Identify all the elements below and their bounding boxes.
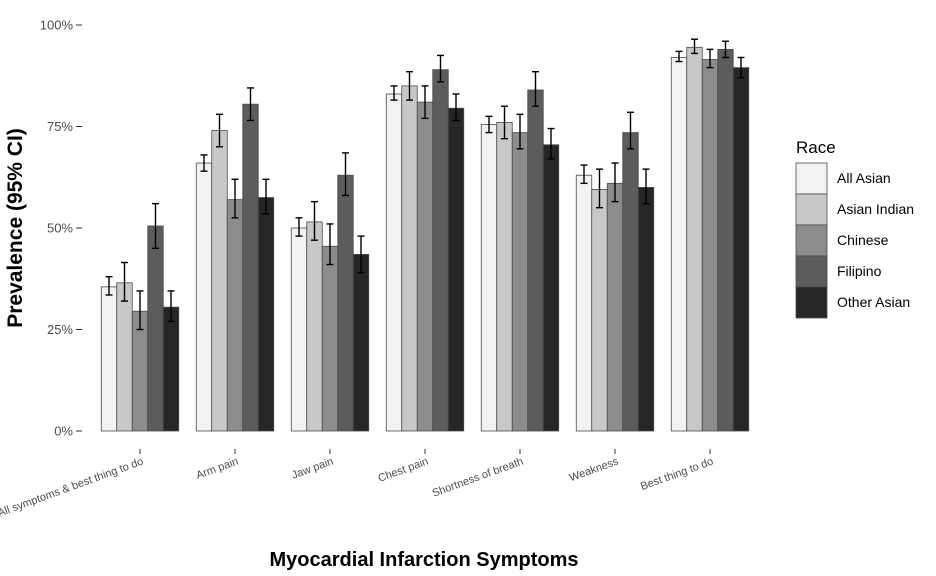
bar	[321, 245, 339, 432]
bar	[162, 306, 180, 432]
x-tick-label: All symptoms & best thing to do	[0, 456, 145, 520]
bar	[416, 101, 434, 432]
legend-label: All Asian	[837, 170, 891, 186]
legend-swatch	[795, 255, 828, 288]
bar	[226, 199, 244, 432]
x-tick-label: Shortness of breath	[431, 456, 525, 500]
x-tick-label: Arm pain	[195, 456, 240, 482]
bar	[447, 107, 465, 432]
bar	[116, 282, 133, 432]
bar	[432, 69, 449, 432]
bar	[401, 85, 418, 432]
bar	[385, 93, 403, 432]
bar	[542, 144, 560, 432]
bar	[306, 221, 323, 432]
bar	[496, 122, 513, 432]
x-axis: All symptoms & best thing to do Arm pain J…	[0, 449, 715, 520]
bar	[527, 89, 544, 432]
legend-label: Other Asian	[837, 294, 910, 310]
legend-label: Asian Indian	[837, 201, 914, 217]
bar	[701, 59, 719, 432]
legend-swatch	[795, 162, 828, 195]
bar	[100, 286, 118, 432]
bar	[622, 132, 639, 432]
y-tick-label: 25%	[47, 322, 73, 337]
bar	[511, 132, 529, 432]
x-tick-label: Best thing to do	[639, 456, 715, 493]
bar	[670, 57, 688, 432]
x-tick-label: Chest pain	[376, 456, 430, 485]
bar	[606, 182, 624, 432]
y-axis: 0% 25% 50% 75% 100%	[40, 18, 82, 439]
legend-swatch	[795, 193, 828, 226]
bar	[290, 227, 308, 432]
y-tick-label: 0%	[54, 424, 73, 439]
bar	[257, 197, 275, 432]
bar	[591, 189, 608, 432]
bar	[637, 186, 655, 432]
bar	[211, 130, 228, 432]
x-axis-title: Myocardial Infarction Symptoms	[270, 549, 579, 571]
bar	[732, 67, 750, 432]
x-tick-label: Weakness	[568, 455, 621, 484]
bar	[147, 225, 164, 432]
bar	[480, 124, 498, 432]
legend-swatch	[795, 286, 828, 319]
y-tick-label: 75%	[47, 119, 73, 134]
y-tick-label: 50%	[47, 221, 73, 236]
legend: Race All Asian Asian Indian Chinese Filipin…	[795, 138, 914, 319]
bar	[686, 46, 703, 432]
plot-area	[100, 38, 750, 432]
bar	[352, 253, 370, 432]
legend-swatch	[795, 224, 828, 257]
x-tick-label: Jaw pain	[290, 456, 335, 482]
bar	[717, 48, 734, 432]
legend-label: Chinese	[837, 232, 889, 248]
legend-title: Race	[796, 138, 836, 157]
y-axis-title: Prevalence (95% CI)	[4, 128, 27, 328]
y-tick-label: 100%	[40, 18, 74, 33]
bar	[575, 174, 593, 432]
bar	[337, 174, 354, 432]
bar	[242, 103, 259, 432]
bar	[195, 162, 213, 432]
legend-label: Filipino	[837, 263, 882, 279]
